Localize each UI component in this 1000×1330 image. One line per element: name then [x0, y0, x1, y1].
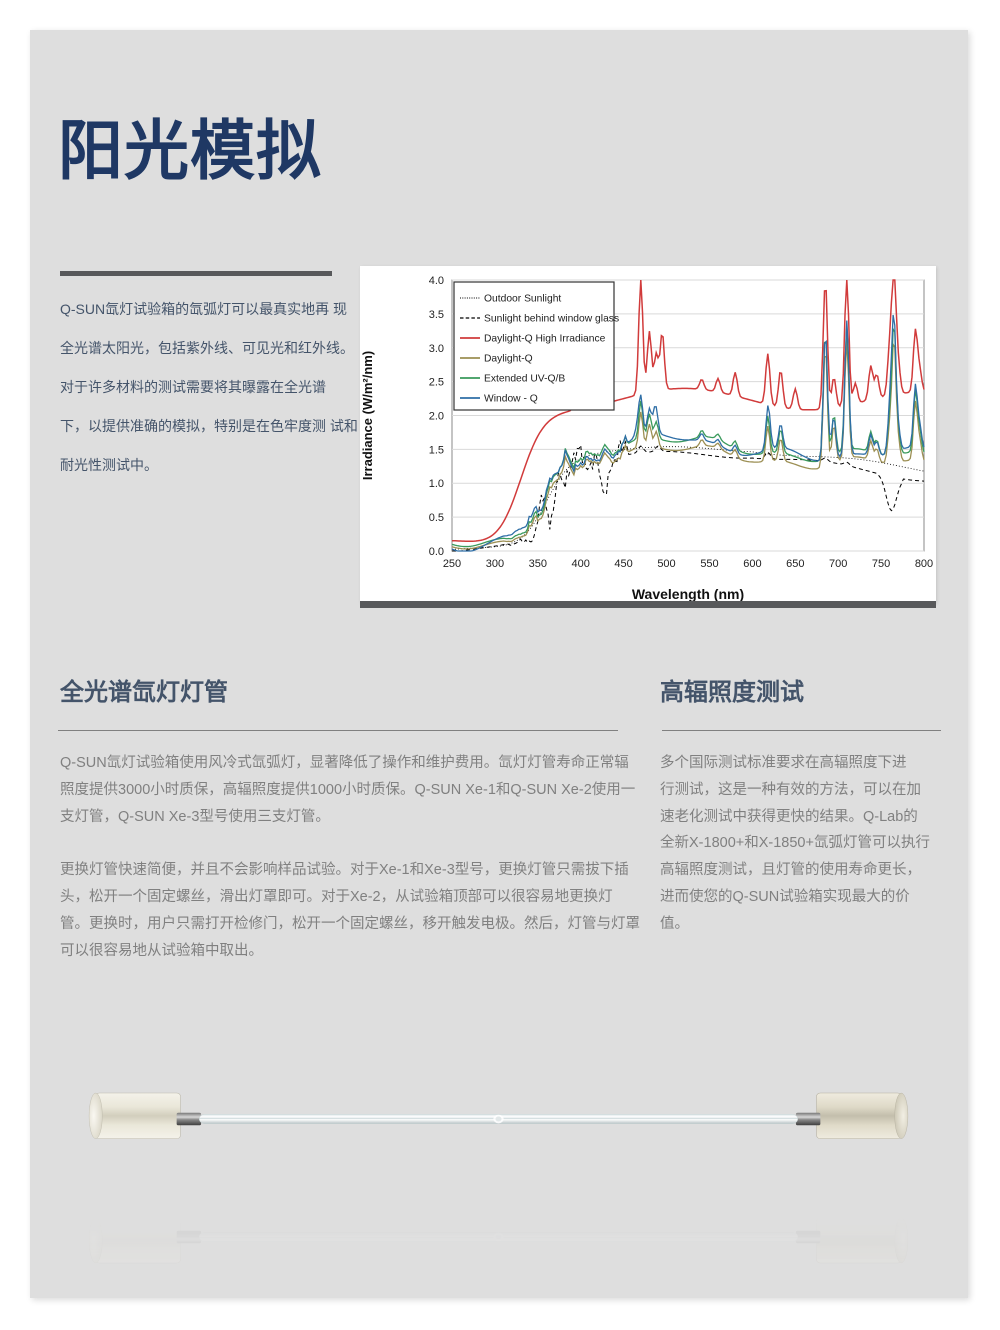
- svg-text:350: 350: [529, 558, 547, 570]
- svg-text:Extended UV-Q/B: Extended UV-Q/B: [484, 374, 565, 385]
- svg-text:Sunlight behind window glass: Sunlight behind window glass: [484, 314, 619, 325]
- svg-text:Irradiance (W/m²/nm): Irradiance (W/m²/nm): [360, 351, 375, 480]
- svg-text:3.0: 3.0: [429, 343, 444, 355]
- svg-text:400: 400: [572, 558, 590, 570]
- svg-text:750: 750: [872, 558, 890, 570]
- svg-text:500: 500: [657, 558, 675, 570]
- svg-text:300: 300: [486, 558, 504, 570]
- svg-text:Outdoor Sunlight: Outdoor Sunlight: [484, 294, 561, 305]
- svg-text:0.0: 0.0: [429, 546, 444, 558]
- svg-text:800: 800: [915, 558, 933, 570]
- svg-text:650: 650: [786, 558, 804, 570]
- svg-text:Daylight-Q: Daylight-Q: [484, 354, 533, 365]
- svg-text:1.0: 1.0: [429, 478, 444, 490]
- svg-text:0.5: 0.5: [429, 512, 444, 524]
- svg-text:Wavelength (nm): Wavelength (nm): [632, 586, 744, 602]
- svg-text:2.0: 2.0: [429, 411, 444, 423]
- svg-text:3.5: 3.5: [429, 309, 444, 321]
- svg-text:2.5: 2.5: [429, 377, 444, 389]
- svg-text:1.5: 1.5: [429, 444, 444, 456]
- svg-text:450: 450: [614, 558, 632, 570]
- svg-text:250: 250: [443, 558, 461, 570]
- svg-text:600: 600: [743, 558, 761, 570]
- svg-text:Daylight-Q High Irradiance: Daylight-Q High Irradiance: [484, 334, 606, 345]
- svg-text:700: 700: [829, 558, 847, 570]
- svg-text:4.0: 4.0: [429, 275, 444, 287]
- svg-text:Window - Q: Window - Q: [484, 394, 538, 405]
- svg-text:550: 550: [700, 558, 718, 570]
